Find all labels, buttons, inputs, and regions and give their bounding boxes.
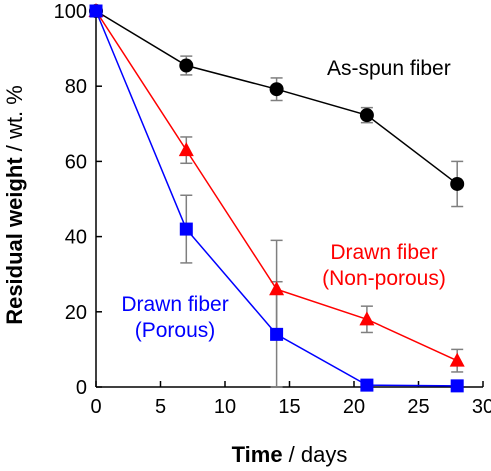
data-point-square: [89, 4, 103, 18]
series-annotation: As-spun fiber: [327, 57, 451, 80]
x-axis-title-unit: / days: [283, 442, 348, 467]
y-axis-title-main: Residual weight: [2, 157, 27, 325]
data-point-triangle: [178, 142, 194, 157]
data-point-triangle: [269, 281, 285, 296]
data-point-triangle: [359, 311, 375, 326]
axes: [95, 10, 484, 388]
y-tick-label: 100: [54, 1, 87, 23]
data-point-triangle: [449, 352, 465, 367]
error-bars: [180, 55, 464, 388]
data-point-square: [179, 222, 193, 236]
x-tick-label: 15: [278, 396, 300, 418]
series-annotation: (Porous): [135, 319, 216, 342]
x-tick-label: 5: [155, 396, 166, 418]
series-annotation: Drawn fiber: [121, 293, 228, 316]
y-axis-title: Residual weight / wt. %: [2, 85, 27, 325]
data-point-square: [450, 379, 464, 393]
series-annotation: Drawn fiber: [330, 241, 437, 264]
series-annotation: (Non-porous): [322, 267, 446, 290]
data-point-circle: [179, 58, 194, 73]
x-tick-label: 30: [472, 396, 491, 418]
y-tick-label: 0: [76, 377, 87, 399]
data-point-square: [270, 327, 284, 341]
y-tick-label: 20: [65, 302, 87, 324]
x-tick-label: 10: [214, 396, 236, 418]
y-tick-label: 80: [65, 76, 87, 98]
data-point-circle: [269, 82, 284, 97]
x-axis-title-main: Time: [232, 442, 283, 467]
x-tick-label: 20: [343, 396, 365, 418]
y-tick-label: 60: [65, 151, 87, 173]
y-axis-title-unit: / wt. %: [2, 85, 27, 157]
data-point-circle: [450, 176, 465, 191]
data-point-circle: [359, 108, 374, 123]
x-tick-label: 25: [407, 396, 429, 418]
y-tick-label: 40: [65, 227, 87, 249]
x-axis-title: Time / days: [232, 442, 348, 467]
series-markers: [88, 3, 465, 393]
x-tick-label: 0: [90, 396, 101, 418]
data-point-square: [360, 378, 374, 392]
